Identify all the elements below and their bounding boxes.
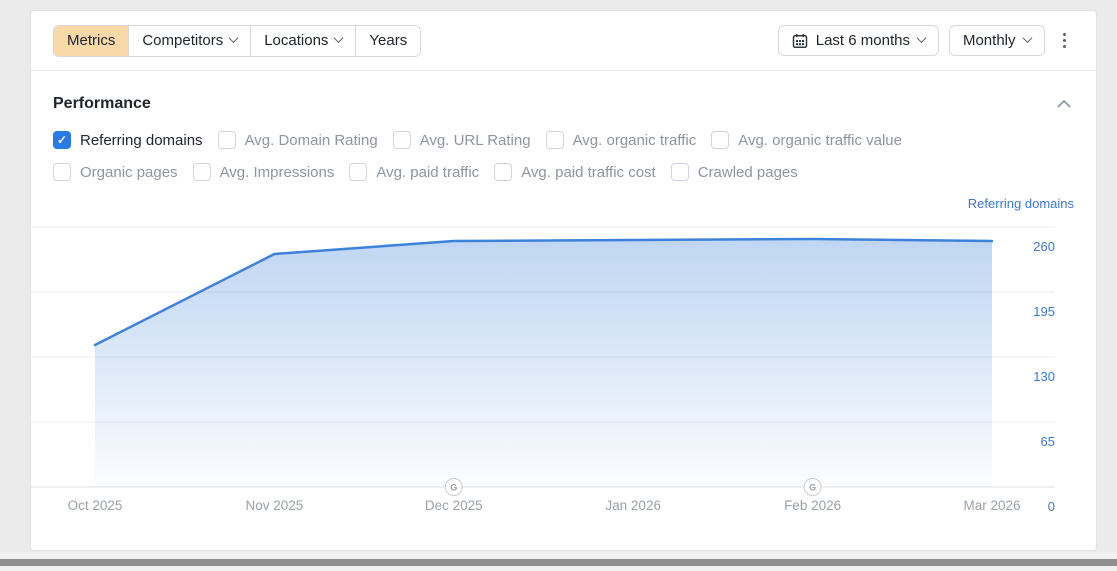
metric-label: Referring domains <box>80 131 203 149</box>
checkbox-unchecked-icon[interactable] <box>192 163 211 181</box>
metric-label: Avg. Domain Rating <box>244 131 378 149</box>
section-title: Performance <box>53 95 151 112</box>
checkbox-checked-icon[interactable]: ✓ <box>53 131 71 149</box>
date-range-label: Last 6 months <box>815 32 910 49</box>
tab-competitors[interactable]: Competitors <box>129 25 252 56</box>
metric-avg-domain-rating[interactable]: Avg. Domain Rating <box>217 131 378 149</box>
google-update-marker-label: G <box>450 483 457 493</box>
horizontal-scrollbar-thumb[interactable] <box>0 559 1117 566</box>
metric-label: Avg. paid traffic cost <box>521 163 656 181</box>
metric-avg-url-rating[interactable]: Avg. URL Rating <box>392 131 531 149</box>
referring-domains-line <box>93 237 994 347</box>
more-options-button[interactable] <box>1055 27 1075 55</box>
tab-years[interactable]: Years <box>356 25 421 56</box>
metric-avg-organic-traffic-value[interactable]: Avg. organic traffic value <box>711 131 902 149</box>
chevron-down-icon <box>333 33 344 44</box>
metric-avg-paid-traffic-cost[interactable]: Avg. paid traffic cost <box>494 163 656 181</box>
collapse-section-button[interactable] <box>1054 94 1074 114</box>
chevron-down-icon <box>1022 33 1032 44</box>
metric-crawled-pages[interactable]: Crawled pages <box>670 163 798 181</box>
checkbox-unchecked-icon[interactable] <box>494 163 513 181</box>
performance-section: Performance ✓ Referring domains Avg. Domai… <box>31 94 1096 213</box>
performance-chart-svg: 260 195 130 65 0 Oct 2025 Nov 2025 Dec 2025 Jan … <box>31 226 1055 514</box>
google-update-marker[interactable] <box>444 478 463 496</box>
toolbar: Metrics Competitors Locations Years Last 6 … <box>31 11 1096 71</box>
x-axis-label: Nov 2025 <box>246 498 304 513</box>
chevron-up-icon <box>1056 96 1072 112</box>
y-axis-tick: 130 <box>1033 369 1055 384</box>
checkbox-unchecked-icon[interactable] <box>392 131 411 149</box>
tab-locations[interactable]: Locations <box>251 25 357 56</box>
checkbox-unchecked-icon[interactable] <box>711 131 730 149</box>
google-update-marker[interactable] <box>803 478 822 496</box>
y-axis-tick: 195 <box>1033 304 1055 319</box>
metrics-row-2: Organic pages Avg. Impressions Avg. paid t… <box>53 163 1074 181</box>
checkbox-unchecked-icon[interactable] <box>545 131 564 149</box>
x-axis-label: Dec 2025 <box>425 498 483 513</box>
metrics-row-1: ✓ Referring domains Avg. Domain Rating Avg.… <box>53 131 1074 149</box>
y-axis-tick: 260 <box>1033 239 1055 254</box>
metric-referring-domains[interactable]: ✓ Referring domains <box>53 131 203 149</box>
granularity-label: Monthly <box>962 32 1016 49</box>
date-range-button[interactable]: Last 6 months <box>777 25 939 56</box>
tab-label: Locations <box>264 32 329 49</box>
chevron-down-icon <box>228 33 239 44</box>
checkbox-unchecked-icon[interactable] <box>53 163 71 181</box>
tab-label: Years <box>369 32 408 49</box>
metric-avg-paid-traffic[interactable]: Avg. paid traffic <box>349 163 479 181</box>
metric-label: Crawled pages <box>697 163 798 181</box>
x-axis-label: Feb 2026 <box>784 498 841 513</box>
metric-label: Avg. organic traffic <box>572 131 697 149</box>
granularity-button[interactable]: Monthly <box>948 25 1045 56</box>
metric-label: Avg. paid traffic <box>376 163 480 181</box>
calendar-icon <box>792 33 808 49</box>
y-axis-tick: 0 <box>1048 499 1055 514</box>
referring-domains-area <box>95 239 992 487</box>
metric-avg-organic-traffic[interactable]: Avg. organic traffic <box>545 131 697 149</box>
metric-organic-pages[interactable]: Organic pages <box>53 163 178 181</box>
x-axis-label: Oct 2025 <box>68 498 123 513</box>
tab-label: Metrics <box>67 32 116 49</box>
x-axis-label: Mar 2026 <box>963 498 1020 513</box>
y-axis-tick: 65 <box>1041 434 1055 449</box>
tab-metrics[interactable]: Metrics <box>54 25 130 56</box>
metric-label: Avg. Impressions <box>219 163 335 181</box>
horizontal-scrollbar[interactable] <box>0 559 1117 566</box>
metric-label: Avg. URL Rating <box>419 131 531 149</box>
performance-chart[interactable]: 260 195 130 65 0 Oct 2025 Nov 2025 Dec 2025 Jan … <box>9 219 1117 519</box>
chart-legend: Referring domains <box>53 195 1074 213</box>
checkbox-unchecked-icon[interactable] <box>349 163 368 181</box>
google-update-marker-label: G <box>809 483 816 493</box>
toolbar-right-group: Last 6 months Monthly <box>777 25 1075 56</box>
x-axis-label: Jan 2026 <box>605 498 661 513</box>
checkbox-unchecked-icon[interactable] <box>217 131 236 149</box>
metric-label: Organic pages <box>80 163 178 181</box>
tab-label: Competitors <box>142 32 224 49</box>
view-tab-group: Metrics Competitors Locations Years <box>53 24 422 57</box>
metric-label: Avg. organic traffic value <box>738 131 902 149</box>
checkbox-unchecked-icon[interactable] <box>670 163 689 181</box>
chevron-down-icon <box>916 33 927 44</box>
legend-label: Referring domains <box>967 196 1074 211</box>
metric-avg-impressions[interactable]: Avg. Impressions <box>192 163 335 181</box>
metrics-panel: Metrics Competitors Locations Years Last 6 … <box>30 10 1097 551</box>
